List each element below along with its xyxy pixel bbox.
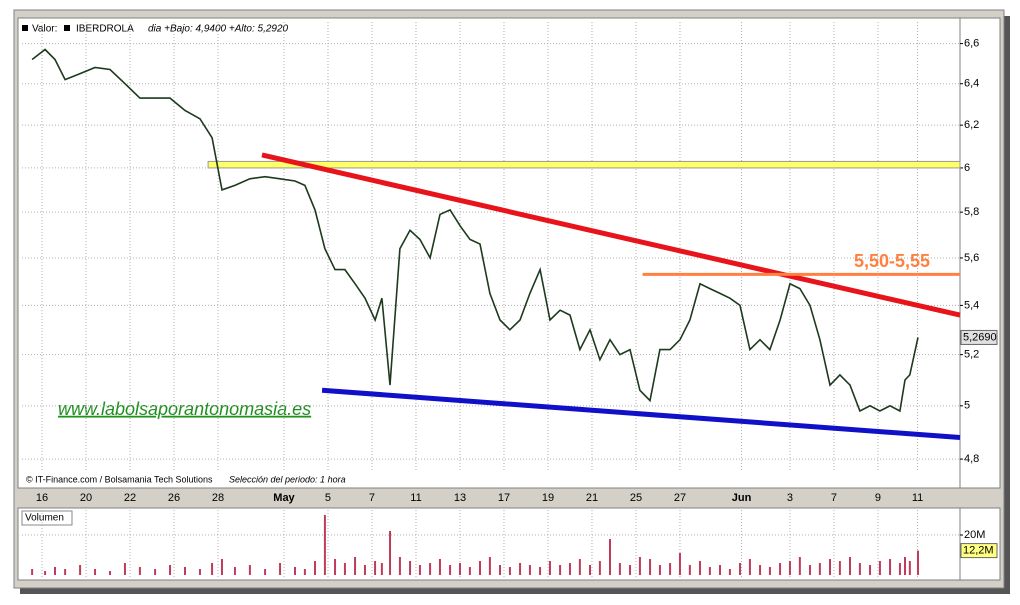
x-tick-label: Jun [732,492,752,504]
y-tick-label: 6 [964,162,970,174]
price-line [31,48,919,413]
x-tick-label: 17 [498,492,510,504]
last-value-label: 12,2M [963,545,994,557]
x-tick-label: 16 [36,492,48,504]
y-tick-label: 5,4 [964,299,979,311]
header-icon [22,25,28,31]
volume-title-box [21,510,73,526]
x-tick-label: 11 [410,492,421,504]
y-tick-label: 6,2 [964,119,979,131]
y-tick-label: 6,6 [964,37,979,49]
x-tick-label: 5 [325,492,331,504]
header-symbol: IBERDROLA [76,24,134,35]
period: Selección del periodo: 1 hora [229,474,346,484]
x-tick-label: 7 [369,492,375,504]
y-tick-label: 5,6 [964,252,979,264]
trend-line [321,387,961,441]
trend-line [261,152,961,318]
x-tick-label: 19 [542,492,554,504]
x-tick-label: 13 [454,492,466,504]
x-tick-label: 22 [124,492,136,504]
y-tick-label: 5 [964,400,970,412]
x-tick-label: 20 [80,492,92,504]
y-tick-label: 5,2 [964,349,979,361]
x-tick-label: 9 [875,492,881,504]
x-tick-label: 26 [168,492,180,504]
x-tick-label: 11 [912,492,923,504]
band [207,160,961,169]
last-value-box [960,329,998,345]
y-tick-label: 4,8 [964,453,979,465]
volume-title: Volumen [25,513,64,524]
y-tick-label: 5,8 [964,206,979,218]
last-value-label: 5,2690 [963,331,997,343]
x-tick-label: 21 [586,492,598,504]
x-tick-label: 7 [831,492,837,504]
last-value-box [960,543,998,559]
x-tick-label: 28 [212,492,224,504]
x-tick-label: 25 [630,492,642,504]
header-info: dia +Bajo: 4,9400 +Alto: 5,2920 [148,24,289,35]
header-icon [64,25,70,31]
price-panel [17,17,1001,489]
x-tick-label: 3 [787,492,793,504]
x-tick-label: May [273,492,295,504]
y-tick-label: 6,4 [964,78,979,90]
x-tick-label: 27 [674,492,686,504]
y-tick-label: 20M [964,529,985,541]
watermark: www.labolsaporantonomasia.es [58,399,311,419]
header-label: Valor: [32,24,57,35]
footer: © IT-Finance.com / Bolsamania Tech Solut… [26,474,213,484]
trend-label: 5,50-5,55 [854,251,930,271]
